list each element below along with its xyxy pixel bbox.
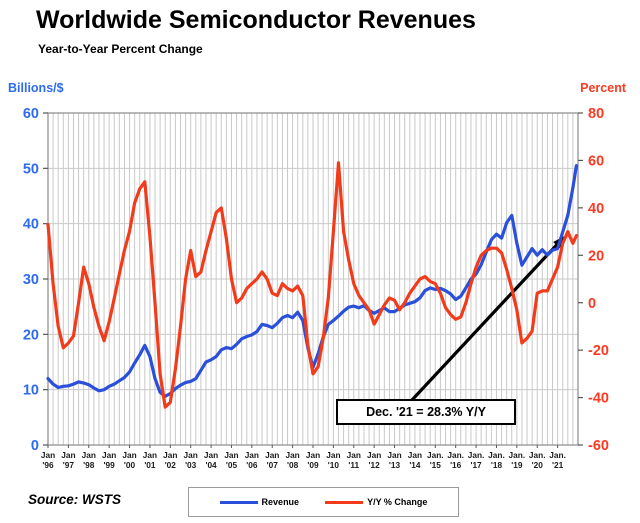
x-axis-label-month: Jan bbox=[285, 450, 299, 460]
x-axis-label-year: '07 bbox=[267, 460, 279, 470]
left-axis-tick-label: 60 bbox=[23, 106, 39, 122]
x-axis-label-year: '18 bbox=[491, 460, 503, 470]
left-axis-tick-label: 50 bbox=[23, 161, 39, 177]
right-axis-tick-label: 0 bbox=[588, 296, 596, 312]
x-axis-label-month: Jan bbox=[245, 450, 259, 460]
x-axis-label-month: Jan bbox=[122, 450, 136, 460]
x-axis-label-month: Jan bbox=[306, 450, 320, 460]
x-axis-label-year: '16 bbox=[450, 460, 462, 470]
x-axis-label-month: Jan bbox=[367, 450, 381, 460]
x-axis-label-month: Jan bbox=[326, 450, 340, 460]
x-axis-label-month: Jan bbox=[102, 450, 116, 460]
x-axis-label-month: Jan bbox=[163, 450, 177, 460]
x-axis-label-year: '04 bbox=[205, 460, 217, 470]
x-axis-label-month: Jan. bbox=[488, 450, 505, 460]
left-axis-tick-label: 40 bbox=[23, 217, 39, 233]
x-axis-label-year: '14 bbox=[409, 460, 421, 470]
x-axis-label-year: '11 bbox=[348, 460, 359, 470]
page-title: Worldwide Semiconductor Revenues bbox=[36, 6, 476, 34]
x-axis-label-year: '02 bbox=[165, 460, 177, 470]
x-axis-label-year: '17 bbox=[470, 460, 482, 470]
legend-swatch-yoy-line bbox=[325, 500, 364, 504]
x-axis-label-month: Jan bbox=[265, 450, 279, 460]
x-axis-label-year: '01 bbox=[144, 460, 156, 470]
annotation-callout: Dec. '21 = 28.3% Y/Y bbox=[336, 399, 516, 425]
x-axis-label-year: '10 bbox=[328, 460, 340, 470]
x-axis-label-month: Jan. bbox=[509, 450, 526, 460]
x-axis-label-month: Jan bbox=[408, 450, 422, 460]
right-axis-tick-label: 80 bbox=[588, 106, 604, 122]
legend-item-revenue: Revenue bbox=[219, 497, 300, 507]
x-axis-label-month: Jan bbox=[347, 450, 361, 460]
right-axis-tick-label: -20 bbox=[588, 343, 609, 359]
annotation-arrow-line bbox=[410, 241, 561, 402]
x-axis-label-year: '97 bbox=[63, 460, 75, 470]
x-axis-label-year: '05 bbox=[226, 460, 238, 470]
legend-item-yoy: Y/Y % Change bbox=[325, 497, 427, 507]
x-axis-label-month: Jan bbox=[204, 450, 218, 460]
x-axis-label-month: Jan bbox=[41, 450, 55, 460]
x-axis-label-month: Jan bbox=[143, 450, 157, 460]
yoy-change-line bbox=[46, 161, 579, 409]
x-axis-label-month: Jan. bbox=[468, 450, 485, 460]
x-axis-label-year: '19 bbox=[511, 460, 523, 470]
x-axis-label-year: '06 bbox=[246, 460, 258, 470]
legend-label-yoy: Y/Y % Change bbox=[367, 497, 428, 507]
x-axis-label-year: '20 bbox=[532, 460, 544, 470]
right-axis-tick-label: 40 bbox=[588, 201, 604, 217]
x-axis-label-month: Jan bbox=[61, 450, 75, 460]
x-axis-label-year: '96 bbox=[42, 460, 54, 470]
page-subtitle: Year-to-Year Percent Change bbox=[38, 42, 203, 56]
right-axis-tick-label: -60 bbox=[588, 438, 609, 454]
left-axis-tick-label: 0 bbox=[31, 438, 39, 454]
x-axis-label-year: '13 bbox=[389, 460, 401, 470]
x-axis-label-year: '21 bbox=[552, 460, 564, 470]
x-axis-label-month: Jan bbox=[82, 450, 96, 460]
x-axis-label-month: Jan. bbox=[549, 450, 566, 460]
right-axis-tick-label: 60 bbox=[588, 154, 604, 170]
x-axis-label-year: '98 bbox=[83, 460, 95, 470]
left-axis-title: Billions/$ bbox=[8, 81, 64, 95]
x-axis-label-year: '15 bbox=[430, 460, 442, 470]
legend-label-revenue: Revenue bbox=[261, 497, 300, 507]
right-axis-tick-label: -40 bbox=[588, 391, 609, 407]
legend-swatch-revenue-line bbox=[219, 500, 258, 504]
source-credit: Source: WSTS bbox=[28, 492, 122, 507]
legend-box: Revenue Y/Y % Change bbox=[188, 487, 459, 517]
x-axis-label-month: Jan. bbox=[529, 450, 546, 460]
x-axis-label-month: Jan. bbox=[447, 450, 464, 460]
left-axis-tick-label: 30 bbox=[23, 272, 39, 288]
x-axis-label-month: Jan bbox=[387, 450, 401, 460]
x-axis-label-year: '12 bbox=[369, 460, 381, 470]
x-axis-label-month: Jan bbox=[184, 450, 198, 460]
x-axis-label-year: '08 bbox=[287, 460, 299, 470]
left-axis-tick-label: 20 bbox=[23, 327, 39, 343]
x-axis-label-month: Jan bbox=[224, 450, 238, 460]
x-axis-label-year: '99 bbox=[104, 460, 116, 470]
x-axis-label-year: '00 bbox=[124, 460, 136, 470]
left-axis-tick-label: 10 bbox=[23, 383, 39, 399]
right-axis-title: Percent bbox=[580, 81, 626, 95]
x-axis-label-month: Jan. bbox=[427, 450, 444, 460]
x-axis-label-year: '09 bbox=[307, 460, 319, 470]
right-axis-tick-label: 20 bbox=[588, 248, 604, 264]
x-axis-label-year: '03 bbox=[185, 460, 197, 470]
